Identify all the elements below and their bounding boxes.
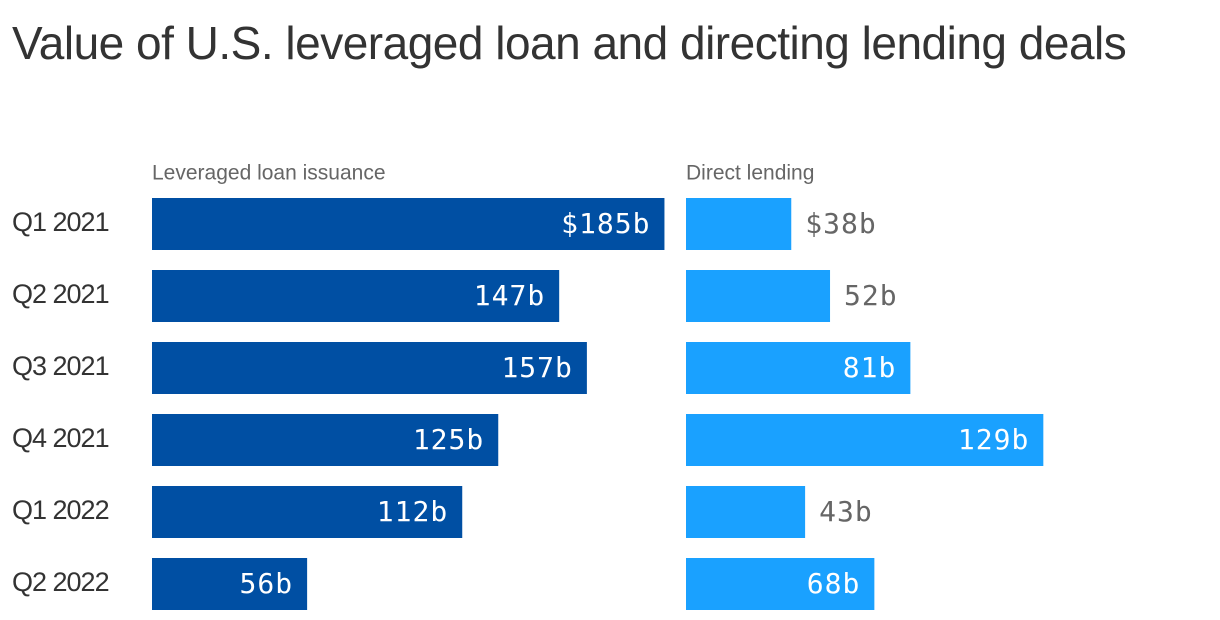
bar: [686, 558, 875, 610]
bar: [152, 558, 308, 610]
value-label: $185b: [561, 207, 650, 240]
value-label: 112b: [377, 495, 448, 528]
bar: [152, 270, 560, 322]
category-label: Q2 2022: [12, 567, 109, 597]
value-label: 43b: [819, 495, 873, 528]
bar: [152, 414, 499, 466]
category-label: Q2 2021: [12, 279, 109, 309]
category-label: Q4 2021: [12, 423, 109, 453]
value-label: 56b: [240, 567, 294, 600]
bar: [686, 198, 792, 250]
bar: [152, 486, 463, 538]
value-label: 52b: [844, 279, 898, 312]
value-label: 157b: [501, 351, 572, 384]
chart-title: Value of U.S. leveraged loan and directi…: [12, 17, 1127, 69]
bar: [686, 486, 806, 538]
value-label: $38b: [805, 207, 876, 240]
category-label: Q1 2021: [12, 207, 109, 237]
value-label: 81b: [843, 351, 897, 384]
value-label: 68b: [807, 567, 861, 600]
value-label: 147b: [474, 279, 545, 312]
category-label: Q3 2021: [12, 351, 109, 381]
bar: [686, 270, 831, 322]
panel-header: Direct lending: [686, 162, 814, 185]
bar: [686, 414, 1044, 466]
value-label: 129b: [958, 423, 1029, 456]
bar: [686, 342, 911, 394]
panel-header: Leveraged loan issuance: [152, 162, 386, 185]
category-label: Q1 2022: [12, 495, 109, 525]
bar: [152, 198, 665, 250]
value-label: 125b: [413, 423, 484, 456]
bar: [152, 342, 587, 394]
